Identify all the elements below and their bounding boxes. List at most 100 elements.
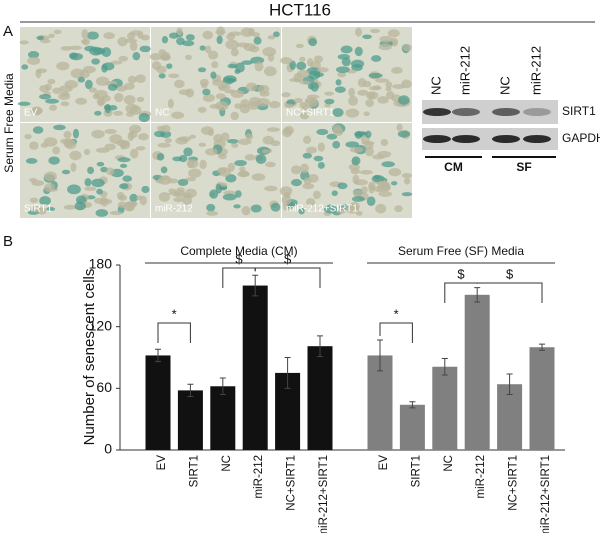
- error-bar: [219, 377, 226, 395]
- panel-title: HCT116: [269, 0, 331, 19]
- cell: [160, 166, 168, 174]
- cell: [380, 138, 389, 147]
- cell: [332, 124, 342, 132]
- cell: [84, 186, 97, 191]
- cell: [293, 97, 303, 104]
- cell: [171, 111, 185, 119]
- cell: [137, 33, 144, 39]
- cell: [27, 51, 40, 59]
- cell: [104, 128, 117, 135]
- cell: [21, 64, 29, 70]
- cell: [332, 140, 341, 149]
- cell: [94, 110, 102, 116]
- cell: [117, 36, 128, 47]
- cell: [337, 182, 348, 190]
- cell: [225, 174, 237, 183]
- cell: [345, 141, 360, 148]
- error-bar: [474, 287, 481, 303]
- micrograph-label: NC+SIRT1: [286, 108, 335, 119]
- cell: [280, 57, 293, 65]
- cell: [251, 173, 266, 181]
- cell: [69, 150, 82, 161]
- cell: [43, 137, 58, 147]
- blot-band: [452, 108, 480, 116]
- cell: [199, 78, 209, 87]
- cell: [91, 129, 105, 139]
- cell: [137, 133, 149, 141]
- cell: [158, 73, 166, 79]
- micrograph-label: miR-212: [155, 204, 193, 215]
- x-tick-label: NC+SIRT1: [286, 455, 298, 511]
- significance: $: [457, 266, 465, 281]
- cell: [237, 138, 252, 145]
- cell: [63, 204, 77, 210]
- cell: [223, 190, 236, 196]
- cell: [173, 192, 187, 198]
- cell: [47, 78, 56, 85]
- bar: [145, 355, 171, 450]
- cell: [209, 189, 219, 199]
- cell: [290, 165, 302, 175]
- cell: [401, 192, 413, 197]
- cell: [167, 178, 179, 184]
- cell: [250, 204, 262, 213]
- cell: [56, 61, 70, 71]
- cell: [299, 56, 306, 62]
- cell: [129, 41, 138, 51]
- cell: [175, 137, 189, 145]
- cell: [236, 42, 250, 48]
- x-tick-label: NC: [443, 455, 455, 472]
- cell: [81, 29, 89, 39]
- cell: [317, 161, 325, 169]
- group-title: Serum Free (SF) Media: [398, 244, 524, 258]
- cell: [244, 154, 256, 161]
- cell: [283, 103, 294, 109]
- cell: [267, 35, 276, 40]
- x-tick-label: NC: [221, 455, 233, 472]
- cell: [164, 137, 172, 144]
- cell: [46, 207, 56, 212]
- cell: [337, 54, 350, 60]
- cell: [230, 89, 245, 98]
- cell: [391, 181, 398, 186]
- cell: [101, 47, 112, 58]
- cell: [262, 47, 277, 57]
- lane-label: NC: [428, 76, 443, 95]
- cell: [317, 142, 326, 152]
- cell: [222, 193, 237, 201]
- cell: [254, 61, 264, 72]
- blot-band: [423, 108, 451, 116]
- cell: [264, 185, 278, 192]
- cell: [136, 96, 145, 103]
- protein-label: SIRT1: [562, 104, 596, 118]
- cell: [52, 146, 61, 155]
- cell: [206, 203, 216, 212]
- cell: [88, 87, 98, 93]
- cell: [314, 55, 323, 63]
- cell: [206, 210, 219, 216]
- cell: [336, 209, 346, 214]
- cell: [388, 168, 402, 177]
- cell: [120, 140, 131, 150]
- blot-band: [523, 135, 551, 143]
- cell: [303, 177, 312, 185]
- cell: [29, 141, 39, 150]
- cell: [351, 196, 365, 202]
- cell: [173, 197, 184, 203]
- cell: [49, 104, 57, 111]
- bracket: [379, 322, 413, 343]
- cell: [103, 104, 111, 111]
- micrograph-label: miR-212+SIRT1: [286, 204, 358, 215]
- cell: [372, 154, 385, 160]
- cell: [183, 147, 193, 157]
- cell: [43, 171, 57, 182]
- cell: [24, 133, 32, 140]
- cell: [215, 30, 226, 35]
- cell: [375, 203, 387, 214]
- cell: [84, 178, 92, 187]
- cell: [68, 45, 83, 50]
- cell: [220, 182, 228, 187]
- cell: [29, 197, 39, 204]
- bar: [307, 346, 333, 450]
